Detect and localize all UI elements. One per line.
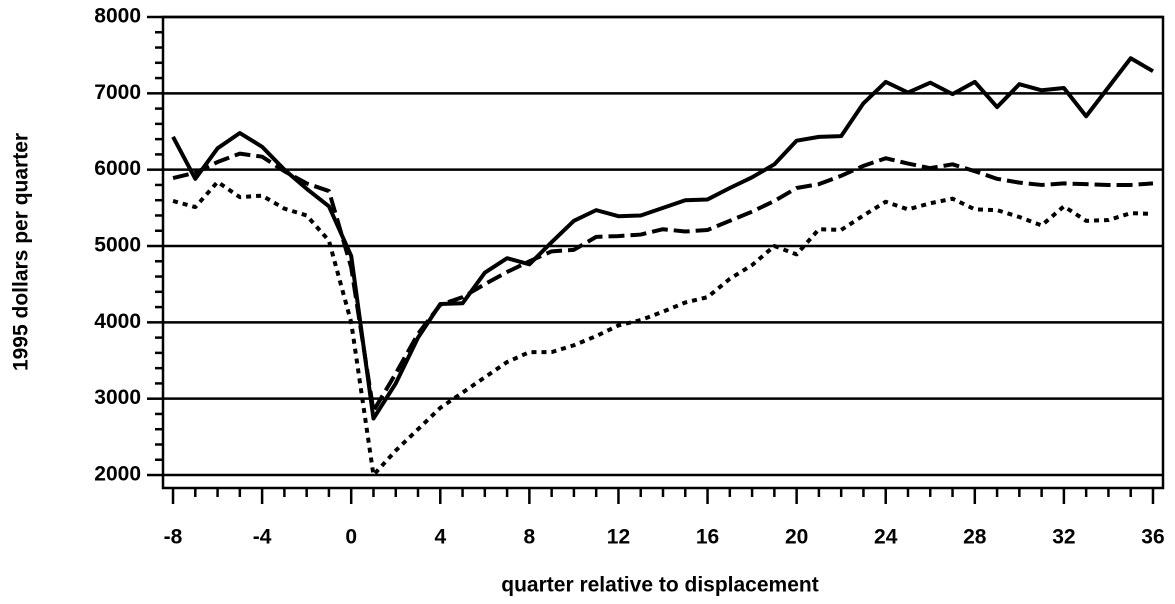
series-line	[172, 179, 1154, 478]
x-tick-label: 20	[785, 526, 808, 549]
y-tick-label: 6000	[94, 157, 141, 180]
x-tick-label: 12	[607, 526, 630, 549]
x-tick-label: 32	[1052, 526, 1075, 549]
y-axis-label: 1995 dollars per quarter	[10, 133, 33, 371]
x-axis-label: quarter relative to displacement	[501, 574, 818, 597]
plot-frame	[161, 15, 1165, 490]
series-line	[171, 56, 1154, 421]
x-tick-label: -4	[253, 526, 272, 549]
y-tick-label: 2000	[94, 463, 141, 486]
x-tick-label: 0	[345, 526, 357, 549]
x-tick-label: 4	[434, 526, 446, 549]
x-tick-label: 8	[524, 526, 536, 549]
y-tick-label: 4000	[94, 310, 141, 333]
x-tick-label: -8	[164, 526, 183, 549]
y-tick-label: 5000	[94, 234, 141, 257]
x-tick-label: 24	[874, 526, 898, 549]
y-tick-label: 8000	[94, 5, 141, 28]
x-tick-label: 16	[696, 526, 719, 549]
x-tick-label: 36	[1141, 526, 1164, 549]
y-tick-label: 3000	[94, 386, 141, 409]
series-line	[172, 151, 1154, 413]
x-tick-label: 28	[963, 526, 987, 549]
y-tick-label: 7000	[94, 81, 141, 104]
